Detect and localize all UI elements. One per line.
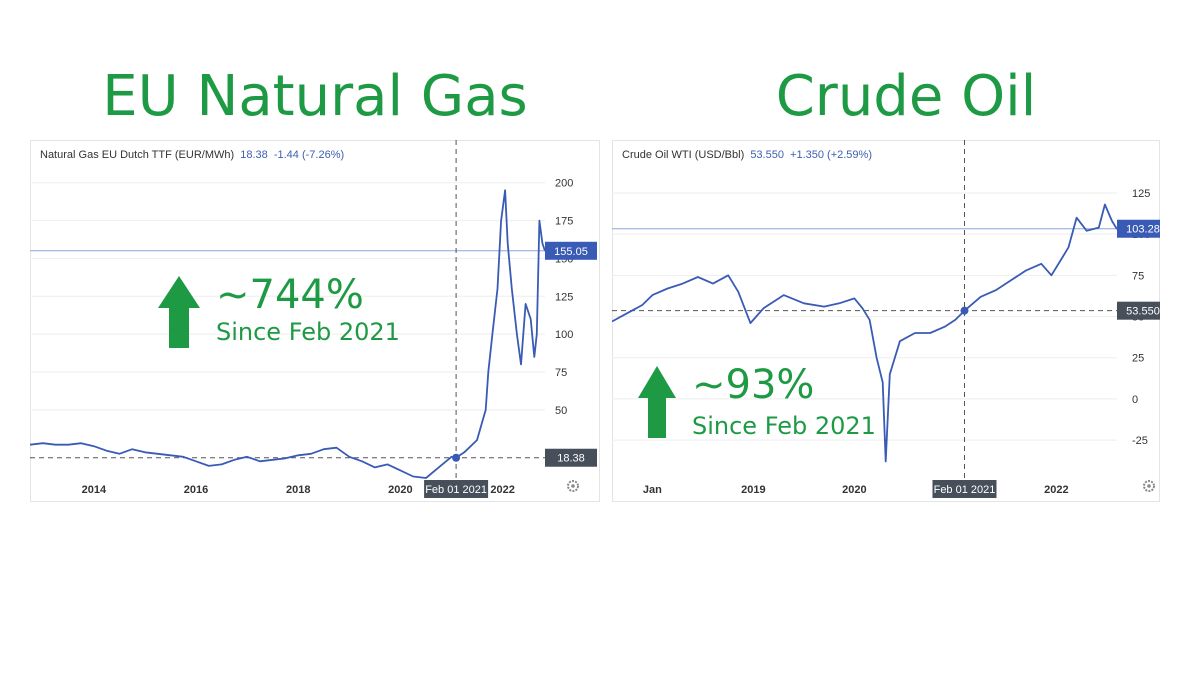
oil-chart-header: Crude Oil WTI (USD/Bbl) 53.550 +1.350 (+…: [622, 149, 872, 161]
up-arrow-icon: [158, 276, 200, 348]
gear-icon: [1143, 480, 1155, 492]
oil-change-annotation: ~93% Since Feb 2021: [638, 362, 918, 440]
gas-since-label: Since Feb 2021: [216, 318, 400, 346]
oil-current-price-tag: [1117, 219, 1160, 238]
gas-x-tick-label: 2020: [388, 484, 412, 496]
oil-chart-panel: -250255075100125Jan201920202022103.2853.…: [612, 140, 1160, 502]
oil-last-price: 53.550: [750, 149, 784, 161]
oil-price-change: +1.350 (+2.59%): [790, 149, 872, 161]
oil-reference-price-tag: [1117, 301, 1160, 320]
chart-title-eu-natural-gas: EU Natural Gas: [102, 64, 528, 129]
gas-chart-frame: [30, 140, 600, 502]
oil-y-tick-label: 125: [1132, 188, 1150, 200]
gas-reference-date-tag: [424, 480, 489, 498]
oil-y-tick-label: 25: [1132, 353, 1144, 365]
oil-x-tick-label: 2019: [741, 484, 765, 496]
gas-reference-price-tag-label: 18.38: [557, 453, 585, 465]
gas-series-name: Natural Gas EU Dutch TTF (EUR/MWh): [40, 149, 235, 161]
oil-reference-point: [960, 306, 969, 315]
oil-reference-price-tag-label: 53.550: [1126, 306, 1160, 318]
oil-reference-date-tag: [932, 480, 997, 498]
oil-reference-date-tag-label: Feb 01 2021: [934, 484, 996, 496]
gear-icon: [567, 480, 579, 492]
oil-current-price-tag-label: 103.28: [1126, 224, 1160, 236]
oil-series-name: Crude Oil WTI (USD/Bbl): [622, 149, 745, 161]
gas-price-change: -1.44 (-7.26%): [273, 149, 345, 161]
gas-price-series-line: [30, 189, 546, 479]
gas-chart-panel: 5075100125150175200201420162018202020221…: [30, 140, 600, 502]
gas-last-price: 18.38: [240, 149, 268, 161]
oil-x-tick-label: Jan: [643, 484, 662, 496]
oil-x-tick-label: 2022: [1044, 484, 1068, 496]
gas-current-price-tag-label: 155.05: [554, 246, 588, 258]
gas-x-tick-label: 2014: [82, 484, 107, 496]
gas-change-annotation: ~744% Since Feb 2021: [158, 272, 428, 350]
gas-x-tick-label: 2018: [286, 484, 310, 496]
chart-title-crude-oil: Crude Oil: [775, 64, 1037, 129]
gas-y-tick-label: 200: [555, 178, 573, 190]
oil-since-label: Since Feb 2021: [692, 412, 876, 440]
oil-y-tick-label: 75: [1132, 270, 1144, 282]
gas-y-tick-label: 125: [555, 291, 573, 303]
gas-chart-header: Natural Gas EU Dutch TTF (EUR/MWh) 18.38…: [40, 149, 344, 161]
gas-x-tick-label: 2016: [184, 484, 208, 496]
gas-current-price-tag: [545, 241, 597, 260]
gas-y-tick-label: 175: [555, 216, 573, 228]
gas-y-tick-label: 50: [555, 405, 567, 417]
gas-chart: 5075100125150175200201420162018202020221…: [30, 140, 600, 502]
oil-chart: -250255075100125Jan201920202022103.2853.…: [612, 140, 1160, 502]
oil-price-series-line: [612, 203, 1118, 463]
gas-y-tick-label: 100: [555, 329, 573, 341]
gas-reference-price-tag: [545, 448, 597, 467]
gas-reference-date-tag-label: Feb 01 2021: [425, 484, 487, 496]
gas-reference-point: [452, 453, 461, 462]
oil-change-percent: ~93%: [692, 362, 815, 408]
oil-y-tick-label: -25: [1132, 435, 1148, 447]
gas-y-tick-label: 75: [555, 367, 567, 379]
oil-x-tick-label: 2020: [842, 484, 866, 496]
gas-x-tick-label: 2022: [490, 484, 514, 496]
gas-change-percent: ~744%: [216, 272, 364, 318]
oil-y-tick-label: 0: [1132, 394, 1138, 406]
up-arrow-icon: [638, 366, 676, 438]
